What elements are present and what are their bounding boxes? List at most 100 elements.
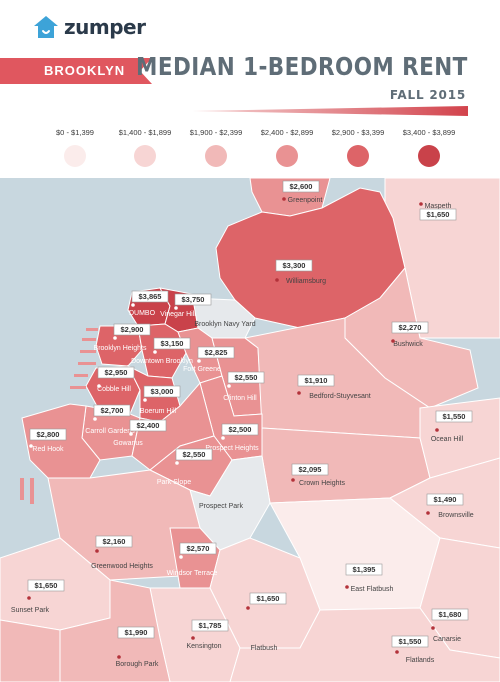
- svg-text:$2,500: $2,500: [229, 425, 252, 434]
- price-tag[interactable]: $2,600: [282, 180, 320, 201]
- label-windsor-terrace: Windsor Terrace: [167, 570, 218, 577]
- svg-text:$1,910: $1,910: [305, 376, 328, 385]
- price-tag[interactable]: $1,550: [435, 410, 473, 432]
- label-bed-stuy: Bedford-Stuyvesant: [309, 393, 371, 400]
- price-tag[interactable]: $3,865: [131, 290, 169, 307]
- svg-text:$2,700: $2,700: [101, 406, 124, 415]
- label-greenpoint: Greenpoint: [288, 197, 323, 204]
- price-tag[interactable]: $1,650: [419, 202, 457, 221]
- svg-text:$3,300: $3,300: [283, 261, 306, 270]
- price-tag[interactable]: $3,150: [153, 337, 191, 354]
- svg-text:$1,650: $1,650: [35, 581, 58, 590]
- price-tag[interactable]: $2,095: [291, 463, 329, 482]
- svg-text:$1,395: $1,395: [353, 565, 376, 574]
- label-ocean-hill: Ocean Hill: [431, 436, 464, 443]
- price-tag[interactable]: $1,550: [391, 635, 429, 654]
- svg-text:$1,490: $1,490: [434, 495, 457, 504]
- svg-text:$3,150: $3,150: [161, 339, 184, 348]
- price-tag[interactable]: $1,650: [246, 592, 287, 610]
- price-tag[interactable]: $2,550: [227, 371, 265, 388]
- price-tag[interactable]: $3,000: [143, 385, 181, 402]
- legend-label: $1,400 - $1,899: [118, 128, 172, 137]
- price-tag[interactable]: $1,910: [297, 374, 335, 395]
- legend-swatch: [205, 145, 227, 167]
- label-bushwick: Bushwick: [393, 341, 423, 348]
- label-dumbo: DUMBO: [129, 310, 156, 317]
- price-tag[interactable]: $2,900: [113, 323, 151, 340]
- price-tag[interactable]: $2,800: [29, 428, 67, 448]
- price-tag[interactable]: $2,400: [129, 419, 167, 436]
- brand-name: zumper: [64, 15, 146, 39]
- region-red-hook[interactable]: [21, 403, 101, 479]
- svg-text:$2,550: $2,550: [183, 450, 206, 459]
- price-tag[interactable]: $1,680: [431, 608, 469, 630]
- price-tag[interactable]: $1,395: [345, 563, 383, 589]
- label-red-hook: Red Hook: [32, 446, 64, 453]
- region-downtown-brooklyn[interactable]: [137, 323, 187, 379]
- borough-label: BROOKLYN: [44, 63, 126, 78]
- svg-text:$3,000: $3,000: [151, 387, 174, 396]
- price-tag[interactable]: $2,550: [175, 448, 213, 465]
- svg-text:$3,865: $3,865: [139, 292, 162, 301]
- svg-text:$3,750: $3,750: [182, 295, 205, 304]
- price-tag[interactable]: $1,990: [117, 626, 155, 659]
- legend-swatch: [418, 145, 440, 167]
- price-tag[interactable]: $2,500: [221, 423, 259, 440]
- label-vinegar-hill: Vinegar Hill: [160, 311, 196, 318]
- legend-label: $1,900 - $2,399: [189, 128, 243, 137]
- legend-label: $2,900 - $3,399: [331, 128, 385, 137]
- svg-text:$2,570: $2,570: [187, 544, 210, 553]
- price-tag[interactable]: $2,700: [93, 404, 131, 421]
- price-tag[interactable]: $2,570: [179, 542, 217, 559]
- price-tag[interactable]: $3,300: [275, 259, 313, 282]
- label-navy-yard: Brooklyn Navy Yard: [194, 321, 255, 328]
- label-maspeth: Maspeth: [425, 203, 452, 210]
- svg-text:$2,900: $2,900: [121, 325, 144, 334]
- svg-text:$2,400: $2,400: [137, 421, 160, 430]
- legend-label: $3,400 - $3,899: [402, 128, 456, 137]
- svg-text:$2,600: $2,600: [290, 182, 313, 191]
- brand-logo[interactable]: zumper: [32, 14, 146, 40]
- legend-label: $2,400 - $2,899: [260, 128, 314, 137]
- label-clinton-hill: Clinton Hill: [223, 395, 257, 402]
- label-crown-heights: Crown Heights: [299, 480, 345, 487]
- price-tag[interactable]: $2,160: [95, 535, 133, 553]
- legend-swatch: [347, 145, 369, 167]
- svg-text:$1,550: $1,550: [443, 412, 466, 421]
- map: Greenpoint Maspeth Williamsburg DUMBO Vi…: [0, 178, 500, 682]
- svg-text:$2,800: $2,800: [37, 430, 60, 439]
- label-downtown-brooklyn: Downtown Brooklyn: [131, 358, 193, 365]
- svg-text:$1,550: $1,550: [399, 637, 422, 646]
- label-east-flatbush: East Flatbush: [351, 586, 394, 593]
- region-borough-park[interactable]: [59, 579, 171, 682]
- svg-text:$2,095: $2,095: [299, 465, 322, 474]
- price-tag[interactable]: $2,270: [391, 321, 429, 343]
- svg-text:$1,680: $1,680: [439, 610, 462, 619]
- piers: [20, 328, 98, 504]
- price-tag[interactable]: $1,490: [426, 493, 464, 515]
- label-cobble-hill: Cobble Hill: [97, 386, 131, 393]
- label-gowanus: Gowanus: [113, 440, 143, 447]
- label-brownsville: Brownsville: [438, 512, 474, 519]
- legend-item: $1,400 - $1,899: [110, 128, 180, 167]
- legend: $0 - $1,399 $1,400 - $1,899 $1,900 - $2,…: [44, 128, 466, 168]
- price-tag[interactable]: $3,750: [174, 293, 212, 310]
- legend-swatch: [64, 145, 86, 167]
- region-southwest[interactable]: [0, 619, 61, 682]
- price-tag[interactable]: $2,825: [197, 346, 235, 363]
- price-tag[interactable]: $2,950: [97, 366, 135, 388]
- legend-item: $0 - $1,399: [40, 128, 110, 167]
- svg-text:$1,785: $1,785: [199, 621, 222, 630]
- page-subtitle: FALL 2015: [389, 88, 466, 102]
- legend-item: $2,400 - $2,899: [252, 128, 322, 167]
- label-williamsburg: Williamsburg: [286, 278, 326, 285]
- svg-text:$2,270: $2,270: [399, 323, 422, 332]
- label-brooklyn-heights: Brooklyn Heights: [94, 345, 147, 352]
- legend-swatch: [134, 145, 156, 167]
- price-tag[interactable]: $1,785: [191, 619, 229, 640]
- legend-label: $0 - $1,399: [56, 128, 94, 137]
- label-greenwood-heights: Greenwood Heights: [91, 563, 153, 570]
- label-boerum-hill: Boerum Hill: [140, 408, 177, 415]
- label-fort-greene: Fort Greene: [183, 366, 221, 373]
- price-tag[interactable]: $1,650: [27, 579, 65, 600]
